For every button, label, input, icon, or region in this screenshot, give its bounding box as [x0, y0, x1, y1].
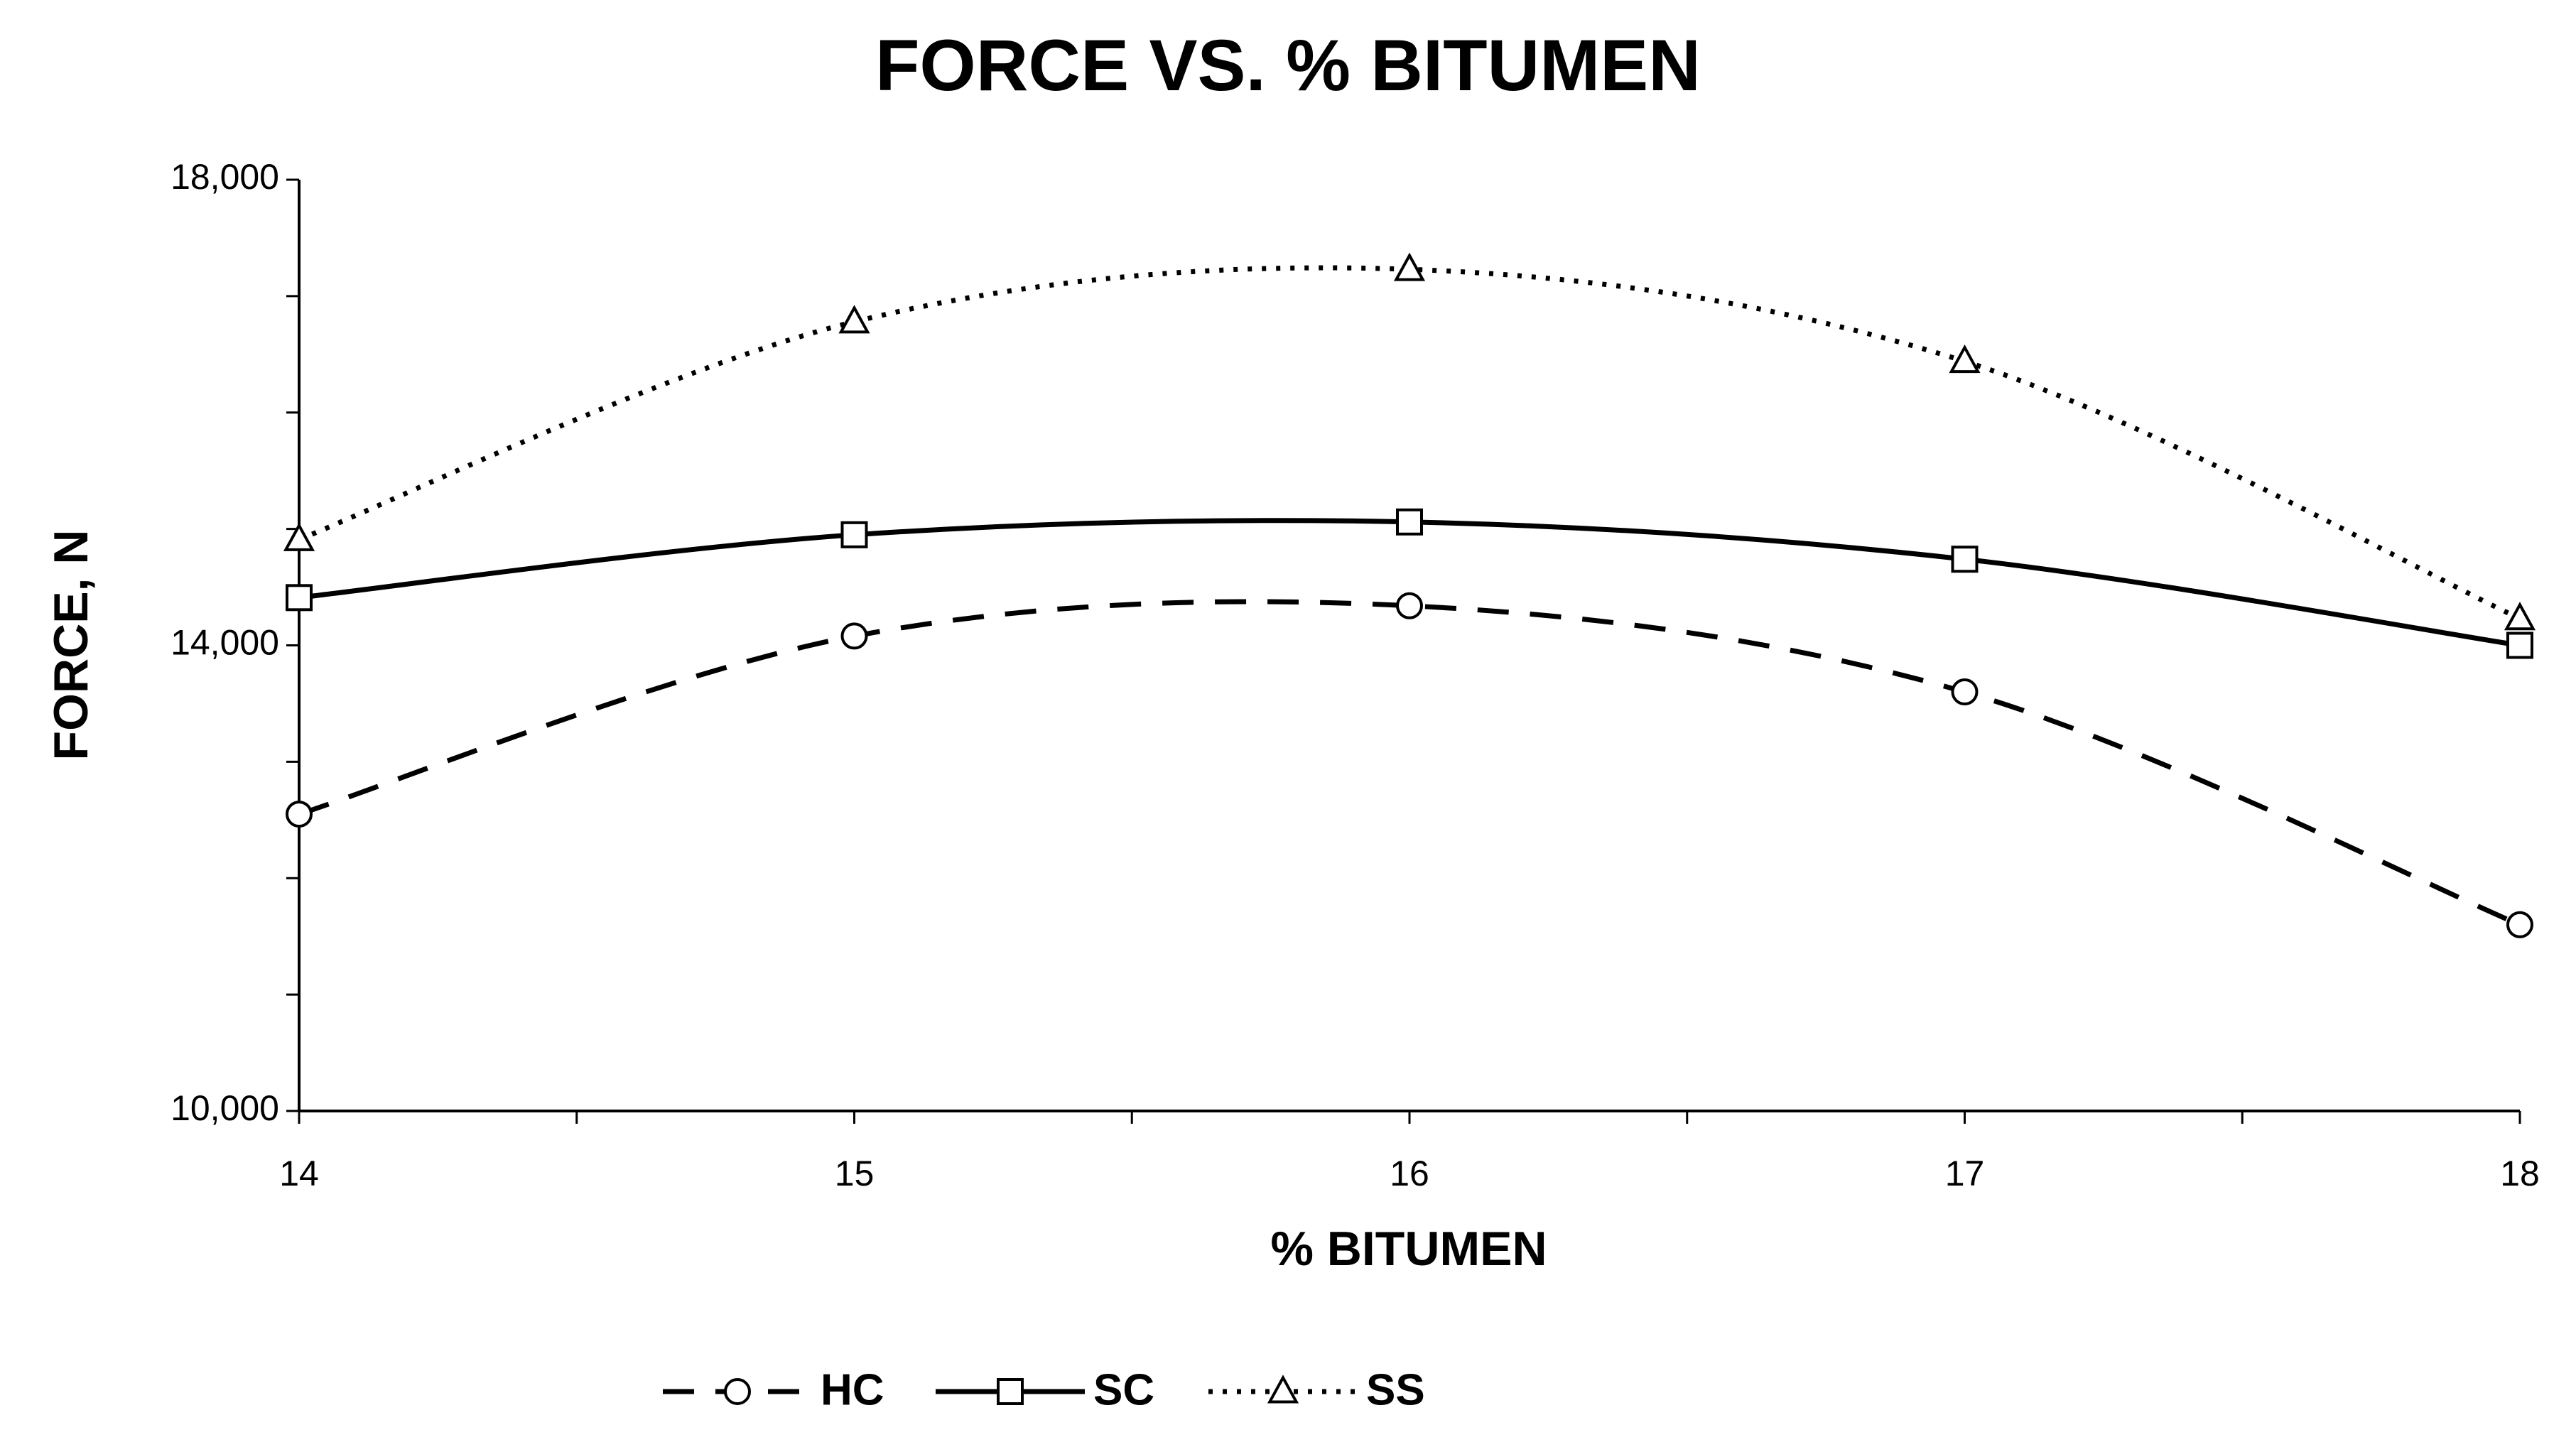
x-tick-label: 18: [2500, 1154, 2540, 1193]
marker: [840, 521, 868, 548]
legend-label: SS: [1366, 1365, 1425, 1414]
series: [283, 252, 2536, 631]
legend-entry: HC: [663, 1365, 884, 1414]
marker: [1393, 252, 1426, 281]
marker: [286, 801, 313, 828]
x-tick-label: 17: [1945, 1154, 1985, 1193]
marker: [1951, 678, 1979, 706]
y-tick-label: 10,000: [171, 1088, 279, 1128]
marker: [1267, 1375, 1299, 1404]
marker: [1949, 344, 1981, 374]
x-tick-label: 16: [1390, 1154, 1429, 1193]
marker: [724, 1378, 751, 1405]
marker: [838, 305, 870, 334]
x-axis-label: % BITUMEN: [1270, 1222, 1547, 1276]
marker: [283, 522, 315, 551]
marker: [1396, 508, 1423, 536]
series: [286, 592, 2533, 938]
x-tick-label: 15: [835, 1154, 875, 1193]
y-tick-label: 14,000: [171, 623, 279, 663]
y-axis-label: FORCE, N: [44, 530, 98, 761]
legend-entry: SS: [1208, 1365, 1425, 1414]
marker: [2504, 602, 2536, 631]
marker: [1951, 546, 1979, 573]
legend-label: SC: [1093, 1365, 1154, 1414]
chart-title: FORCE VS. % BITUMEN: [875, 25, 1701, 106]
marker: [1396, 592, 1423, 619]
marker: [2506, 631, 2533, 659]
marker: [2506, 911, 2533, 938]
marker: [997, 1378, 1024, 1405]
marker: [840, 622, 868, 650]
series: [286, 508, 2533, 659]
x-tick-label: 14: [279, 1154, 319, 1193]
y-tick-label: 18,000: [171, 157, 279, 197]
line: [298, 599, 2521, 928]
marker: [286, 584, 313, 612]
legend-entry: SC: [936, 1365, 1154, 1414]
legend-label: HC: [821, 1365, 884, 1414]
